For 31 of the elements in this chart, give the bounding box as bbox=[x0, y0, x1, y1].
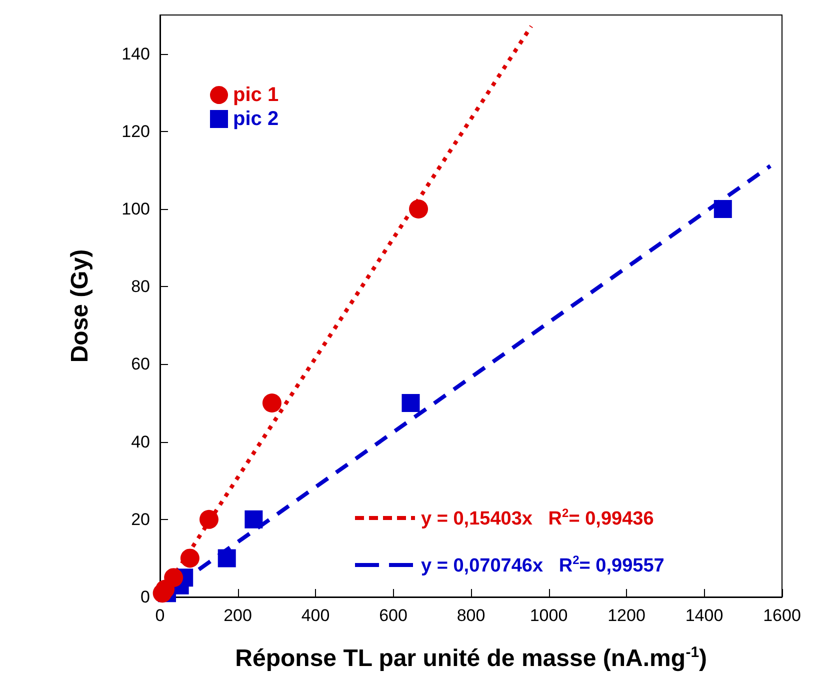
x-tick-label: 1000 bbox=[530, 606, 568, 625]
x-tick-label: 1200 bbox=[608, 606, 646, 625]
point bbox=[164, 568, 184, 588]
y-tick-label: 80 bbox=[131, 277, 150, 296]
y-tick-label: 100 bbox=[122, 200, 150, 218]
x-tick-label: 600 bbox=[379, 606, 408, 625]
x-tick-label: 1600 bbox=[763, 606, 801, 625]
point bbox=[244, 510, 263, 528]
legend-label: pic 2 bbox=[233, 108, 279, 130]
x-tick-label: 200 bbox=[224, 606, 252, 625]
x-tick-label: 1400 bbox=[685, 606, 724, 625]
y-axis-title: Dose (Gy) bbox=[66, 249, 94, 363]
annotation: y = 0,070746x R$^{2}$= 0,99557 bbox=[421, 552, 664, 578]
x-tick-label: 0 bbox=[155, 606, 165, 625]
x-tick-label: 400 bbox=[301, 606, 330, 625]
point bbox=[409, 200, 428, 218]
point bbox=[180, 548, 200, 568]
y-tick-label: 120 bbox=[122, 122, 150, 141]
point bbox=[402, 394, 420, 412]
point bbox=[200, 510, 218, 529]
y-tick-label: 60 bbox=[131, 354, 150, 374]
y-tick-label: 140 bbox=[122, 44, 150, 64]
y-tick-label: 0 bbox=[140, 588, 150, 606]
y-tick-label: 20 bbox=[131, 510, 150, 529]
point bbox=[218, 549, 236, 568]
x-tick-label: 800 bbox=[456, 606, 486, 625]
point bbox=[262, 394, 282, 412]
point bbox=[714, 200, 732, 218]
legend-label: pic 1 bbox=[233, 84, 279, 106]
y-tick-label: 40 bbox=[131, 432, 150, 452]
annotation: y = 0,15403x R$^{2}$= 0,99436 bbox=[421, 506, 654, 530]
